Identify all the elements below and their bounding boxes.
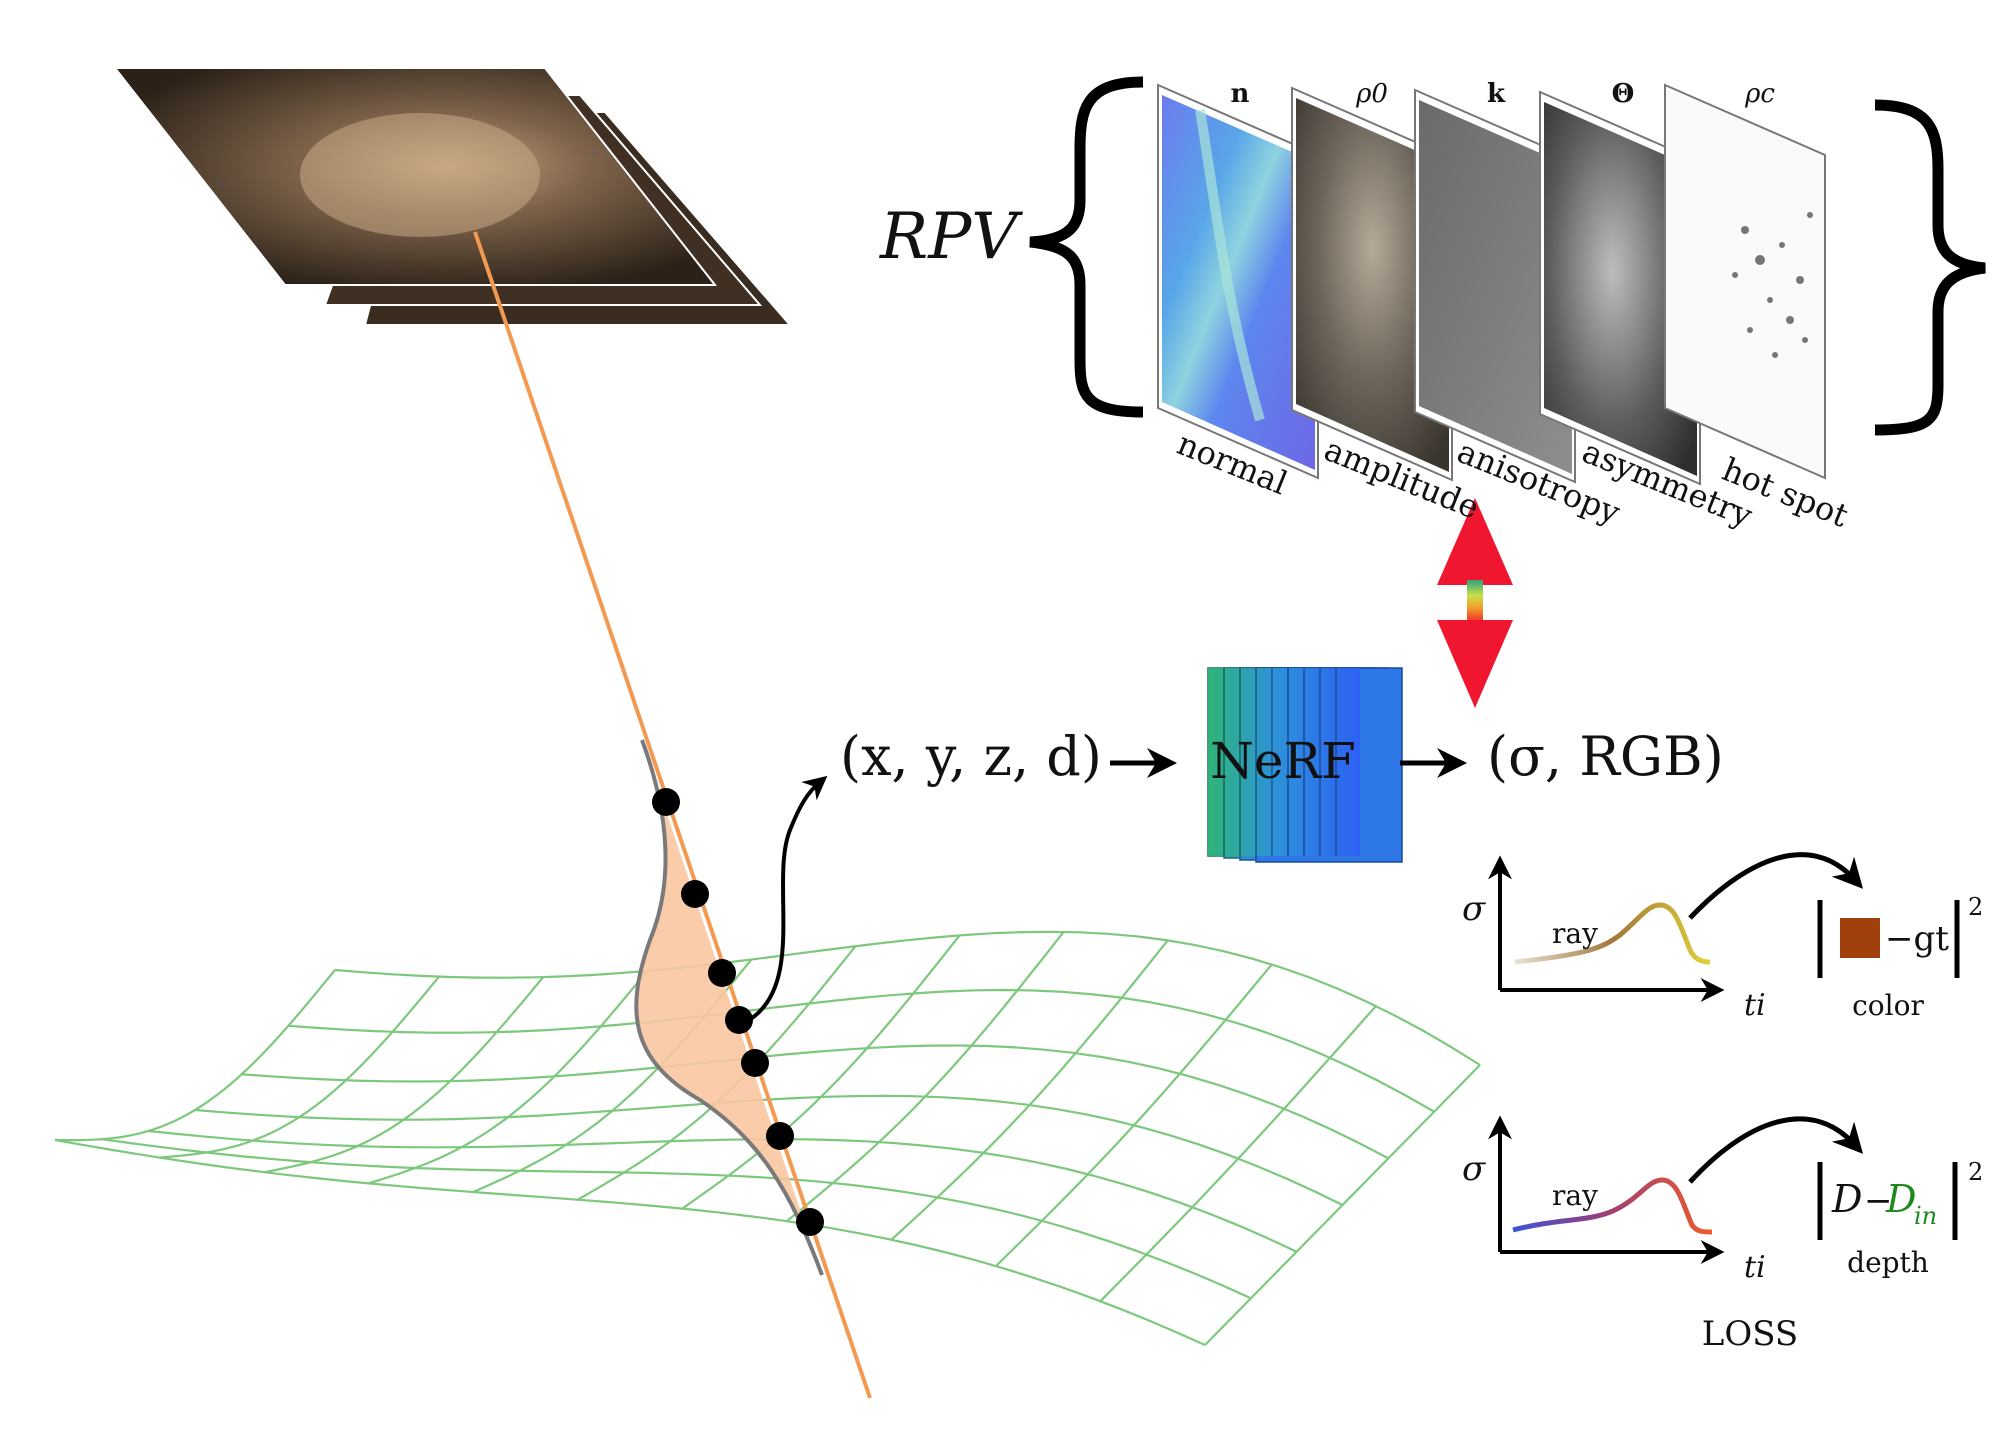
depth-exponent: 2 (1968, 1158, 1983, 1186)
sample-point (741, 1049, 769, 1077)
nerf-face (1208, 668, 1360, 856)
depth-term-minus: − (1864, 1181, 1893, 1221)
grid-line (890, 939, 1169, 1241)
sample-point (708, 959, 736, 987)
double-arrow-down-head (1437, 620, 1513, 708)
camera-ray (473, 231, 872, 1399)
input-image-stack (112, 67, 793, 326)
color-swatch (1840, 918, 1880, 958)
grid-line (159, 975, 440, 1159)
color-exponent: 2 (1968, 893, 1983, 921)
rpv-label: RPV (879, 200, 1023, 274)
double-arrow-shaft (1467, 580, 1483, 625)
sample-point (681, 880, 709, 908)
grid-line (1204, 1064, 1481, 1346)
sample-point (796, 1208, 824, 1236)
map-symbol-amplitude: ρ0 (1355, 79, 1388, 109)
grid-line (681, 934, 961, 1210)
sample-point (766, 1122, 794, 1150)
grid-line (288, 988, 1435, 1113)
map-image (1544, 102, 1697, 476)
network-output-label: (σ, RGB) (1487, 725, 1724, 788)
grid-line (54, 1138, 1206, 1347)
map-frame (1664, 83, 1826, 480)
depth-term-right: D (1885, 1177, 1916, 1221)
density-profile-edge (634, 739, 824, 1276)
map-symbol-anisotropy: k (1487, 79, 1506, 109)
grid-line (263, 976, 545, 1174)
depth-term-left: D (1831, 1177, 1862, 1221)
grid-line (241, 1044, 1389, 1160)
double-arrow-up-head (1437, 498, 1513, 585)
loss-depth-panel: σ ti ray D − D in 2 depth (1462, 1115, 1983, 1285)
depth-panel-arrow (1688, 1116, 1864, 1184)
rpv-map-hot-spot: ρc hot spot (1664, 79, 1854, 535)
loss-color-panel: σ ti ray −gt 2 color (1462, 852, 1983, 1023)
color-ray-label: ray (1552, 917, 1598, 950)
depth-caption: depth (1847, 1246, 1929, 1279)
sigma-axis-label: σ (1462, 889, 1486, 929)
ti-axis-label: ti (1744, 1250, 1766, 1285)
sample-point (725, 1006, 753, 1034)
sigma-axis-label: σ (1462, 1149, 1486, 1189)
color-caption: color (1852, 989, 1924, 1022)
grid-line (334, 930, 1481, 1066)
grid-line (54, 969, 336, 1142)
rpv-map-normal: n normal (1157, 79, 1319, 502)
depth-term-right-sub: in (1914, 1202, 1937, 1230)
rpv-output-double-arrow (1437, 498, 1513, 708)
sample-to-input-arrow (750, 775, 828, 1020)
map-image (1162, 95, 1315, 470)
grid-line (101, 1138, 1252, 1300)
surface-grid (54, 930, 1481, 1347)
rpv-left-brace (1029, 76, 1144, 418)
color-gt-term: −gt (1885, 919, 1949, 959)
network-input-label: (x, y, z, d) (840, 725, 1102, 788)
map-image (1419, 100, 1572, 474)
depth-ray-curve (1512, 1177, 1713, 1235)
grid-line (368, 970, 649, 1185)
map-symbol-normal: n (1231, 79, 1250, 109)
grid-line (1099, 1005, 1377, 1302)
ray-sample-points (652, 788, 824, 1236)
color-panel-arrow (1688, 852, 1864, 920)
grid-line (995, 963, 1273, 1267)
loss-title: LOSS (1702, 1314, 1798, 1354)
color-ray-curve (1514, 902, 1711, 965)
depth-ray-label: ray (1552, 1179, 1598, 1212)
ti-axis-label: ti (1744, 988, 1766, 1023)
rpv-right-brace (1874, 99, 1986, 436)
input-image-highlight (300, 113, 540, 237)
nerf-network-block: NeRF (1207, 667, 1403, 863)
map-symbol-hot-spot: ρc (1744, 79, 1775, 109)
grid-line (786, 931, 1065, 1223)
sample-point (652, 788, 680, 816)
grid-line (148, 1129, 1298, 1253)
map-image (1296, 98, 1449, 472)
map-symbol-asymmetry: Θ (1612, 79, 1635, 109)
nerf-label: NeRF (1210, 732, 1356, 790)
